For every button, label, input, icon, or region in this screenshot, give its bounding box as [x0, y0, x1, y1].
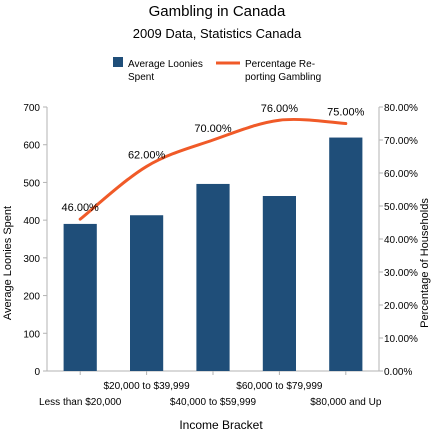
y-tick-label: 200: [23, 292, 40, 303]
y2-tick-label: 50.00%: [384, 202, 418, 213]
chart-title: Gambling in Canada: [149, 3, 286, 20]
bar: [196, 183, 230, 371]
y2-tick-label: 60.00%: [384, 169, 418, 180]
y-tick-label: 300: [23, 254, 40, 265]
legend-label-line-line1: Percentage Re-: [245, 59, 315, 70]
y-tick-label: 600: [23, 141, 40, 152]
y-axis-title: Average Loonies Spent: [2, 206, 14, 320]
x-tick-label: $60,000 to $79,999: [236, 381, 323, 392]
legend-label-bars-line2: Spent: [128, 72, 154, 83]
data-label: 70.00%: [194, 123, 232, 135]
x-tick-label: $20,000 to $39,999: [103, 381, 190, 392]
legend-label-bars-line1: Average Loonies: [128, 59, 203, 70]
y2-tick-label: 70.00%: [384, 136, 418, 147]
chart-subtitle: 2009 Data, Statistics Canada: [133, 26, 302, 41]
y2-tick-label: 30.00%: [384, 268, 418, 279]
y2-axis-title: Percentage of Households: [419, 198, 431, 328]
data-label: 76.00%: [261, 103, 299, 115]
x-axis-title: Income Bracket: [179, 418, 263, 430]
y-tick-label: 100: [23, 329, 40, 340]
bar: [130, 215, 164, 371]
plot-area: 0 100 200 300 400 500 600 700 0.00% 10.00% 20.00% 3…: [23, 103, 418, 408]
y-tick-label: 500: [23, 178, 40, 189]
y-tick-label: 700: [23, 103, 40, 114]
data-label: 46.00%: [62, 202, 100, 214]
legend: Average Loonies Spent Percentage Re- por…: [113, 57, 321, 83]
data-label: 75.00%: [327, 107, 365, 119]
legend-label-line-line2: porting Gambling: [245, 72, 321, 83]
y2-tick-label: 40.00%: [384, 235, 418, 246]
y2-tick-label: 80.00%: [384, 103, 418, 114]
line-series: [78, 117, 348, 221]
data-label: 62.00%: [128, 149, 166, 161]
bar: [63, 223, 97, 371]
x-tick-label: Less than $20,000: [39, 397, 122, 408]
bar: [262, 196, 296, 371]
y2-tick-label: 10.00%: [384, 334, 418, 345]
x-tick-label: $40,000 to $59,999: [170, 397, 257, 408]
bar: [329, 137, 363, 371]
legend-swatch-bars: [113, 57, 123, 67]
y-tick-label: 400: [23, 216, 40, 227]
y2-tick-label: 20.00%: [384, 301, 418, 312]
x-tick-label: $80,000 and Up: [310, 397, 382, 408]
y-tick-label: 0: [34, 367, 40, 378]
y2-tick-label: 0.00%: [384, 367, 412, 378]
